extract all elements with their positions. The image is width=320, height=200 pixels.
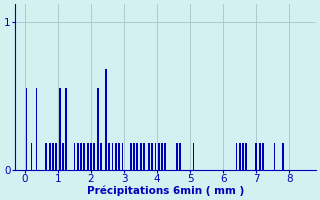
- Bar: [90, 143, 92, 170]
- Bar: [31, 143, 32, 170]
- Bar: [133, 143, 135, 170]
- Bar: [158, 143, 160, 170]
- Bar: [255, 143, 257, 170]
- Bar: [105, 69, 107, 170]
- Bar: [84, 143, 85, 170]
- Bar: [164, 143, 166, 170]
- Bar: [45, 143, 47, 170]
- Bar: [80, 143, 82, 170]
- Bar: [52, 143, 54, 170]
- Bar: [193, 143, 195, 170]
- Bar: [108, 143, 110, 170]
- Bar: [140, 143, 141, 170]
- Bar: [259, 143, 260, 170]
- Bar: [55, 143, 57, 170]
- Bar: [151, 143, 153, 170]
- Bar: [161, 143, 163, 170]
- Bar: [118, 143, 120, 170]
- Bar: [26, 88, 28, 170]
- Bar: [122, 143, 123, 170]
- Bar: [274, 143, 276, 170]
- Bar: [245, 143, 247, 170]
- Bar: [62, 143, 64, 170]
- Bar: [262, 143, 264, 170]
- Bar: [100, 143, 102, 170]
- Bar: [74, 143, 76, 170]
- Bar: [148, 143, 150, 170]
- Bar: [242, 143, 244, 170]
- Bar: [97, 88, 99, 170]
- Bar: [36, 88, 37, 170]
- Bar: [176, 143, 178, 170]
- Bar: [115, 143, 117, 170]
- Bar: [65, 88, 67, 170]
- Bar: [180, 143, 181, 170]
- Bar: [130, 143, 132, 170]
- Bar: [93, 143, 95, 170]
- Bar: [236, 143, 237, 170]
- Bar: [282, 143, 284, 170]
- Bar: [155, 143, 156, 170]
- Bar: [143, 143, 145, 170]
- Bar: [87, 143, 89, 170]
- Bar: [59, 88, 60, 170]
- Bar: [112, 143, 113, 170]
- Bar: [239, 143, 241, 170]
- Bar: [49, 143, 51, 170]
- X-axis label: Précipitations 6min ( mm ): Précipitations 6min ( mm ): [87, 185, 244, 196]
- Bar: [77, 143, 79, 170]
- Bar: [136, 143, 138, 170]
